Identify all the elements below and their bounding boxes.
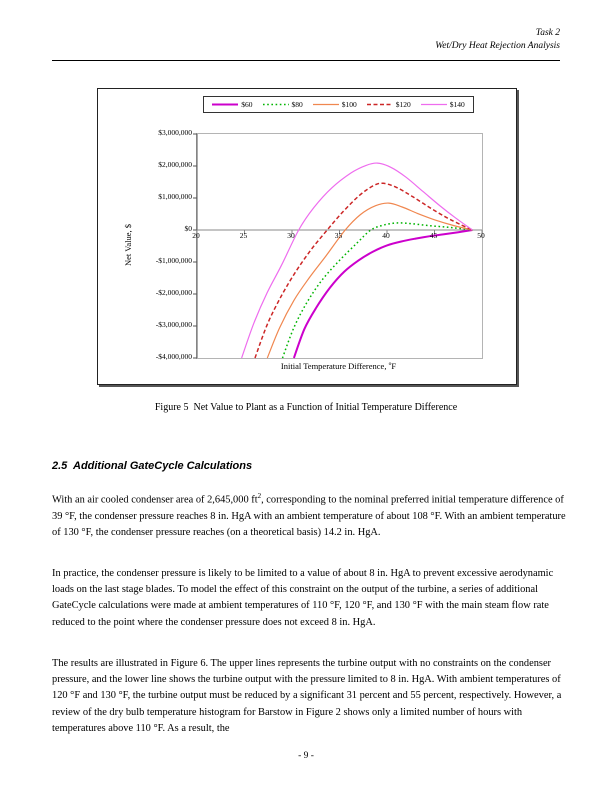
x-tick-label: 30: [287, 231, 295, 240]
series-line-$140: [241, 162, 473, 359]
series-line-$120: [254, 182, 473, 359]
paragraph-1: With an air cooled condenser area of 2,6…: [52, 488, 568, 541]
legend-item: $120: [366, 100, 411, 109]
legend-swatch-line: [212, 103, 239, 106]
legend-label: $80: [291, 100, 303, 109]
x-axis-title: Initial Temperature Difference, oF: [196, 361, 481, 371]
header-task-label: Task 2: [535, 28, 560, 38]
x-tick-label: 35: [334, 231, 343, 240]
para1-superscript: 2: [257, 492, 262, 500]
page-header: Task 2 Wet/Dry Heat Rejection Analysis: [435, 27, 560, 52]
y-tick-label: $2,000,000: [158, 160, 192, 169]
y-tick-label: -$3,000,000: [155, 320, 192, 329]
legend-label: $140: [449, 100, 465, 109]
legend-swatch-line: [366, 103, 393, 106]
y-tick-label: -$2,000,000: [155, 288, 192, 297]
legend-swatch-line: [312, 103, 339, 106]
x-tick-label: 45: [429, 231, 438, 240]
section-heading: 2.5 Additional GateCycle Calculations: [52, 460, 253, 472]
legend-label: $100: [341, 100, 357, 109]
legend-item: $80: [262, 100, 303, 109]
header-divider-line: [52, 60, 560, 61]
legend-label: $60: [241, 100, 253, 109]
x-tick-label: 20: [192, 231, 200, 240]
paragraph-2: In practice, the condenser pressure is l…: [52, 568, 554, 628]
legend-item: $140: [420, 100, 465, 109]
degree-superscript: o: [388, 361, 392, 368]
legend-box: $60 $80 $100 $120 $140: [203, 96, 474, 113]
para1-text-cont: , corresponding to the nominal preferred…: [52, 494, 566, 538]
para1-text: With an air cooled condenser area of 2,6…: [52, 494, 258, 506]
figure-caption: Figure 5 Net Value to Plant as a Functio…: [154, 402, 458, 413]
figure-5-chart: $60 $80 $100 $120 $140 Net Value, $ Initial …: [97, 88, 517, 385]
x-axis-title-text: Initial Temperature Difference,: [280, 361, 389, 371]
legend-swatch-line: [262, 103, 289, 106]
x-tick-label: 40: [382, 231, 390, 240]
chart-legend: $60 $80 $100 $120 $140: [196, 96, 481, 113]
plot-area: [193, 133, 483, 359]
plot-canvas: [193, 133, 483, 359]
y-tick-label: -$4,000,000: [155, 352, 192, 361]
x-tick-label: 25: [239, 231, 248, 240]
y-tick-label: -$1,000,000: [155, 256, 192, 265]
legend-item: $100: [312, 100, 357, 109]
legend-item: $60: [212, 100, 253, 109]
series-line-$100: [266, 202, 473, 359]
page-number: - 9 -: [298, 751, 314, 761]
series-line-$80: [281, 222, 473, 359]
y-tick-label: $3,000,000: [158, 128, 192, 137]
header-report-title: Wet/Dry Heat Rejection Analysis: [435, 40, 560, 51]
legend-swatch-line: [420, 103, 447, 106]
series-line-$60: [292, 229, 473, 359]
legend-label: $120: [395, 100, 411, 109]
y-tick-label: $0: [184, 224, 193, 233]
x-axis-title-unit: F: [391, 361, 397, 371]
x-tick-label: 50: [477, 231, 485, 240]
paragraph-3: The results are illustrated in Figure 6.…: [52, 658, 562, 734]
y-tick-label: $1,000,000: [158, 192, 192, 201]
